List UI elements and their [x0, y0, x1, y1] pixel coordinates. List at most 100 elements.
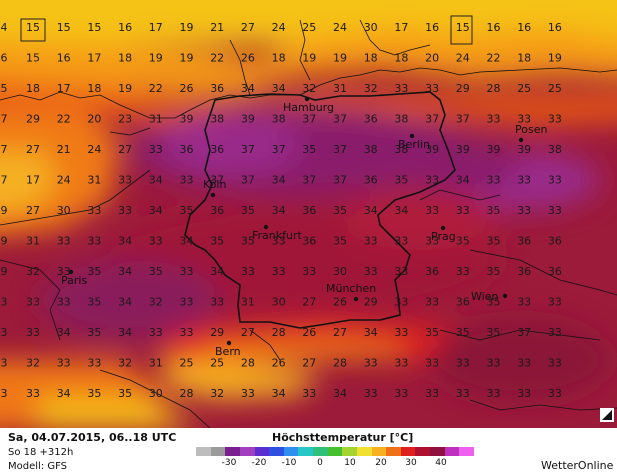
- temperature-value: 21: [57, 143, 71, 156]
- temperature-value: 15: [87, 21, 101, 34]
- legend-swatch: [269, 447, 284, 456]
- city-dot: [263, 224, 269, 230]
- temperature-value: 33: [425, 387, 439, 400]
- city-label[interactable]: Hamburg: [283, 101, 334, 114]
- temperature-value: 33: [487, 174, 501, 187]
- city-label[interactable]: Paris: [61, 274, 87, 287]
- city-label[interactable]: Bern: [215, 345, 241, 358]
- city-dot: [304, 96, 310, 102]
- temperature-value: 36: [548, 235, 562, 248]
- temperature-value: 33: [241, 387, 255, 400]
- temperature-value: 39: [517, 143, 531, 156]
- temperature-value: 32: [26, 265, 40, 278]
- temperature-value: 33: [149, 235, 163, 248]
- temperature-value: 39: [425, 143, 439, 156]
- temperature-value: 19: [548, 52, 562, 65]
- temperature-value: 26: [272, 357, 286, 370]
- temperature-value: 33: [118, 174, 132, 187]
- temperature-value: 33: [364, 387, 378, 400]
- temperature-value: 35: [149, 265, 163, 278]
- city-label[interactable]: Wien: [471, 290, 498, 303]
- temperature-value: 33: [487, 387, 501, 400]
- temperature-value: 28: [241, 357, 255, 370]
- temperature-value: 27: [241, 326, 255, 339]
- city-dot: [518, 137, 524, 143]
- temperature-value: 18: [394, 52, 408, 65]
- temperature-value: 38: [364, 143, 378, 156]
- temperature-value: 31: [241, 296, 255, 309]
- temperature-value: 20: [425, 52, 439, 65]
- temperature-value: 33: [180, 326, 194, 339]
- temperature-value: 17: [26, 174, 40, 187]
- temperature-value: 19: [118, 82, 132, 95]
- legend-swatch: [225, 447, 240, 456]
- temperature-value: 30: [57, 204, 71, 217]
- temperature-value: 15: [26, 21, 40, 34]
- temperature-value: 36: [517, 265, 531, 278]
- temperature-value: 37: [425, 113, 439, 126]
- temperature-map[interactable]: 4 15 15 15 16 17 19 21 27 24 25 24 30 17 16 15 16 16 16 6 15…: [0, 0, 617, 428]
- temperature-value: 16: [548, 21, 562, 34]
- city-dot: [226, 340, 232, 346]
- temperature-value: 33: [149, 143, 163, 156]
- highlight-box-icon: [450, 15, 473, 45]
- legend-swatch: [196, 447, 211, 456]
- city-label[interactable]: Berlin: [398, 138, 430, 151]
- temperature-value: 30: [364, 21, 378, 34]
- temperature-value: 35: [180, 204, 194, 217]
- temperature-value: 16: [425, 21, 439, 34]
- city-label[interactable]: München: [326, 282, 376, 295]
- city-label[interactable]: Köln: [203, 178, 226, 191]
- temperature-value: 33: [57, 235, 71, 248]
- legend-tick: -10: [281, 458, 297, 468]
- brand-logo[interactable]: WetterOnline: [541, 459, 614, 472]
- temperature-value: 39: [241, 113, 255, 126]
- temperature-value: 3: [1, 357, 8, 370]
- temperature-value: 24: [333, 21, 347, 34]
- temperature-value: 38: [210, 113, 224, 126]
- city-label[interactable]: Posen: [515, 123, 547, 136]
- temperature-value: 36: [210, 143, 224, 156]
- temperature-value: 35: [210, 235, 224, 248]
- city-label[interactable]: Prag: [431, 230, 456, 243]
- temperature-value: 22: [487, 52, 501, 65]
- temperature-value: 19: [302, 52, 316, 65]
- temperature-value: 34: [364, 326, 378, 339]
- temperature-value: 19: [180, 21, 194, 34]
- temperature-value: 34: [272, 82, 286, 95]
- zoom-corner-icon[interactable]: [600, 408, 614, 422]
- temperature-value: 33: [394, 326, 408, 339]
- temperature-value: 27: [241, 21, 255, 34]
- temperature-value: 18: [517, 52, 531, 65]
- temperature-value: 16: [118, 21, 132, 34]
- temperature-value: 33: [548, 174, 562, 187]
- legend-tick: 10: [344, 458, 356, 468]
- temperature-value: 27: [302, 296, 316, 309]
- temperature-value: 26: [241, 52, 255, 65]
- temperature-value: 29: [26, 113, 40, 126]
- temperature-value: 28: [333, 357, 347, 370]
- temperature-value: 17: [149, 21, 163, 34]
- city-dot: [502, 293, 508, 299]
- temperature-value: 33: [180, 265, 194, 278]
- temperature-value: 36: [364, 113, 378, 126]
- temperature-value: 33: [425, 357, 439, 370]
- temperature-value: 7: [1, 143, 8, 156]
- temperature-value: 16: [57, 52, 71, 65]
- temperature-value: 36: [180, 143, 194, 156]
- temperature-value: 15: [26, 52, 40, 65]
- legend-swatch: [356, 447, 372, 456]
- temperature-value: 26: [302, 326, 316, 339]
- temperature-value: 26: [333, 296, 347, 309]
- city-label[interactable]: Frankfurt: [252, 229, 302, 242]
- temperature-value: 35: [87, 387, 101, 400]
- temperature-value: 35: [487, 296, 501, 309]
- temperature-value: 9: [1, 235, 8, 248]
- legend-tick: 40: [435, 458, 447, 468]
- temperature-value: 38: [394, 113, 408, 126]
- temperature-value: 38: [394, 143, 408, 156]
- temperature-value: 33: [487, 113, 501, 126]
- temperature-value: 36: [425, 265, 439, 278]
- model-run: So 18 +312h: [8, 447, 74, 458]
- temperature-value: 18: [26, 82, 40, 95]
